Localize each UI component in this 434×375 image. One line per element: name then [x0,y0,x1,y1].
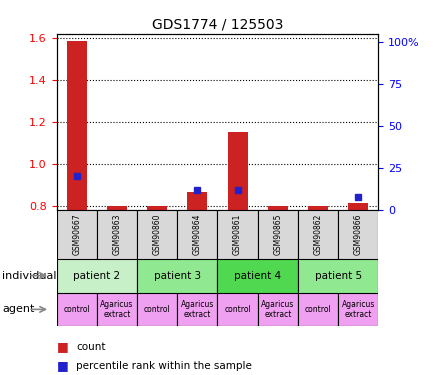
FancyBboxPatch shape [297,292,338,326]
FancyBboxPatch shape [97,292,137,326]
Bar [227,132,247,210]
Text: control: control [63,305,90,314]
Title: GDS1774 / 125503: GDS1774 / 125503 [151,17,283,31]
Text: Agaricus
extract: Agaricus extract [341,300,374,319]
FancyBboxPatch shape [97,210,137,259]
Bar [66,41,86,210]
FancyBboxPatch shape [338,210,378,259]
FancyBboxPatch shape [217,292,257,326]
FancyBboxPatch shape [137,259,217,292]
FancyBboxPatch shape [137,210,177,259]
Text: Agaricus
extract: Agaricus extract [180,300,214,319]
Text: GSM90865: GSM90865 [273,214,282,255]
Text: control: control [304,305,331,314]
Text: GSM90861: GSM90861 [233,214,242,255]
Text: GSM90667: GSM90667 [72,214,81,255]
FancyBboxPatch shape [137,292,177,326]
FancyBboxPatch shape [217,259,297,292]
Text: control: control [144,305,170,314]
Text: count: count [76,342,105,352]
Text: GSM90863: GSM90863 [112,214,121,255]
FancyBboxPatch shape [297,259,378,292]
FancyBboxPatch shape [177,292,217,326]
Bar [267,206,287,210]
FancyBboxPatch shape [177,210,217,259]
Text: ■: ■ [56,359,68,372]
Text: ■: ■ [56,340,68,353]
Text: GSM90860: GSM90860 [152,214,161,255]
Text: GSM90864: GSM90864 [192,214,201,255]
Text: percentile rank within the sample: percentile rank within the sample [76,361,251,370]
FancyBboxPatch shape [257,210,297,259]
FancyBboxPatch shape [297,210,338,259]
FancyBboxPatch shape [217,210,257,259]
Text: patient 4: patient 4 [233,271,281,280]
Bar [348,202,368,210]
Text: patient 3: patient 3 [153,271,201,280]
FancyBboxPatch shape [257,292,297,326]
FancyBboxPatch shape [56,292,97,326]
Text: agent: agent [2,304,34,314]
Text: Agaricus
extract: Agaricus extract [100,300,133,319]
Bar [147,206,167,210]
FancyBboxPatch shape [56,259,137,292]
Text: control: control [224,305,250,314]
Text: patient 5: patient 5 [314,271,361,280]
Text: GSM90866: GSM90866 [353,214,362,255]
Text: Agaricus
extract: Agaricus extract [260,300,294,319]
Bar [107,206,127,210]
Text: patient 2: patient 2 [73,271,120,280]
Bar [307,206,327,210]
FancyBboxPatch shape [56,210,97,259]
Text: individual: individual [2,271,56,280]
Text: GSM90862: GSM90862 [313,214,322,255]
Bar [187,192,207,210]
FancyBboxPatch shape [338,292,378,326]
